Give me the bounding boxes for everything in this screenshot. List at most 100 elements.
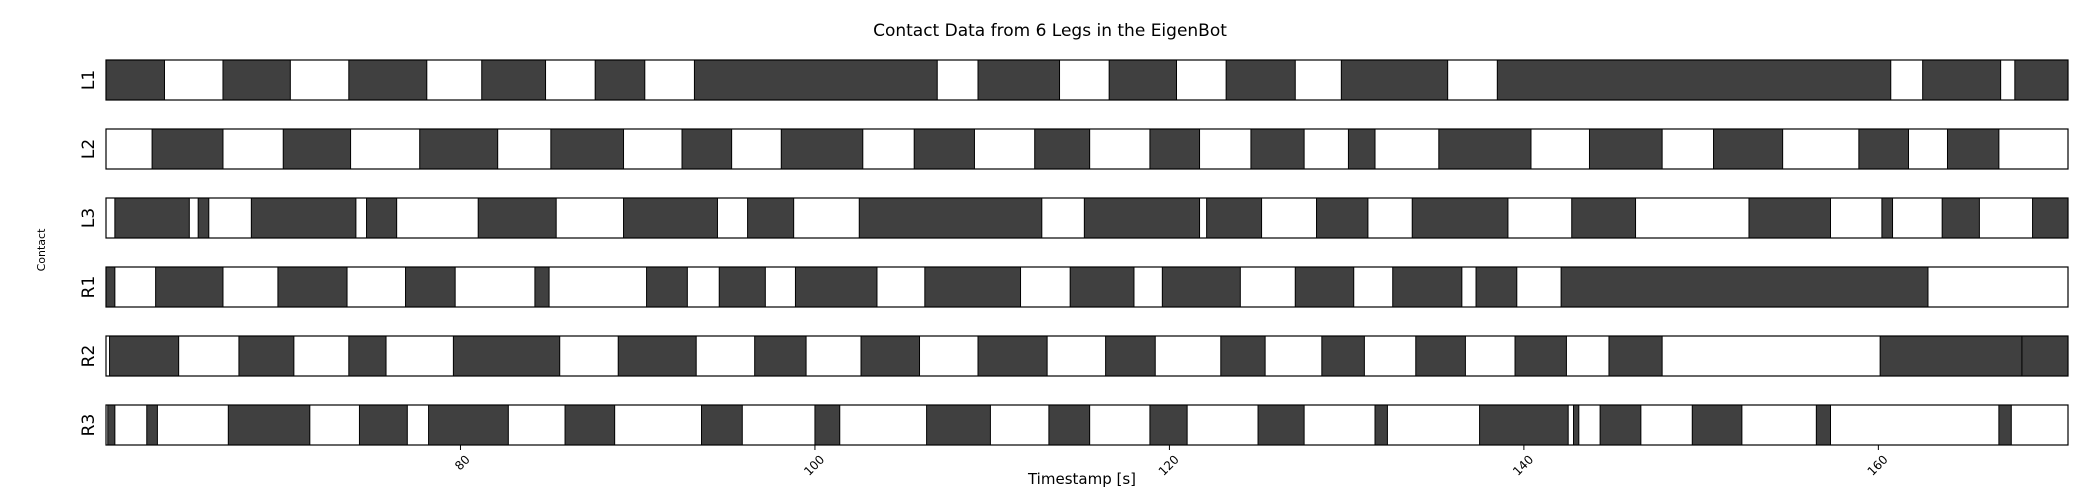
contact-segment [1438,128,1532,170]
contact-segment [1496,59,1892,101]
contact-segment [1340,59,1449,101]
contact-segment [534,266,550,308]
contact-segment [1879,335,2032,377]
contact-segment [924,266,1022,308]
contact-segment [977,59,1061,101]
contact-segment [1069,266,1135,308]
contact-segment [1881,197,1894,239]
contact-segment [107,404,116,446]
contact-segment [277,266,348,308]
contact-segment [151,128,224,170]
contact-segment [1858,128,1909,170]
contact-segment [1514,335,1567,377]
contact-segment [1479,404,1569,446]
contact-segment [701,404,743,446]
contact-segment [814,404,841,446]
contact-segment [250,197,357,239]
rows-layer: L1 L2 L3 R1 R2 R3 [79,59,2069,446]
x-tick-label: 80 [452,452,473,473]
contact-segment [1048,404,1091,446]
contact-segment [348,335,387,377]
contact-segment [913,128,975,170]
contact-segment [222,59,291,101]
contact-segment [1392,266,1463,308]
contact-segment [348,59,428,101]
contact-segment [1321,335,1365,377]
row-frame [105,59,2069,101]
contact-segment [419,128,499,170]
contact-segment [105,59,165,101]
row-label: L1 [79,70,99,90]
row-label: L2 [79,139,99,159]
row-frame [105,128,2069,170]
chart-title: Contact Data from 6 Legs in the EigenBot [873,21,1227,41]
contact-segment [105,266,116,308]
contact-segment [617,335,697,377]
contact-segment [1560,266,1929,308]
contact-segment [754,335,807,377]
row-r2: R2 [79,335,2069,377]
contact-segment [747,197,795,239]
contact-segment [1998,404,2012,446]
contact-segment [1815,404,1832,446]
x-tick-label: 100 [801,452,827,478]
contact-segment [1946,128,2000,170]
contact-segment [481,59,547,101]
row-background [106,336,2068,376]
contact-segment [1475,266,1518,308]
contact-segment [1588,128,1663,170]
contact-segment [282,128,352,170]
contact-segment [718,266,766,308]
contact-segment [681,128,733,170]
contact-segment [926,404,991,446]
contact-segment [646,266,688,308]
row-label: L3 [79,208,99,228]
x-axis-label: Timestamp [s] [1027,470,1136,488]
contact-segment [1599,404,1642,446]
contact-segment [2021,335,2069,377]
contact-segment [1941,197,1980,239]
contact-segment [1250,128,1305,170]
contact-segment [860,335,921,377]
row-label: R3 [79,414,99,437]
contact-segment [1922,59,2002,101]
x-tick-label: 120 [1156,452,1182,478]
contact-segment [1105,335,1156,377]
contact-segment [1573,404,1580,446]
y-axis-label: Contact [35,228,48,271]
contact-segment [858,197,1043,239]
contact-segment [1149,404,1188,446]
row-frame [105,266,2069,308]
contact-segment [366,197,398,239]
contact-segment [1374,404,1388,446]
x-ticks: 80 100 120 140 160 [452,445,1891,479]
contact-segment [405,266,456,308]
contact-segment [155,266,224,308]
contact-segment [197,197,210,239]
contact-segment [977,335,1048,377]
row-r3: R3 [79,404,2069,446]
contact-segment [477,197,557,239]
row-r1: R1 [79,266,2069,308]
contact-segment [428,404,509,446]
contact-segment [1225,59,1296,101]
contact-segment [564,404,616,446]
contact-segment [1571,197,1637,239]
row-label: R2 [79,345,99,368]
contact-segment [1691,404,1743,446]
contact-segment [693,59,938,101]
contact-segment [1108,59,1178,101]
row-frame [105,335,2069,377]
x-tick-label: 160 [1865,452,1891,478]
contact-segment [594,59,646,101]
contact-segment [550,128,625,170]
contact-segment [358,404,408,446]
contact-segment [1347,128,1376,170]
contact-segment [227,404,311,446]
contact-segment [1149,128,1201,170]
row-l1: L1 [79,59,2069,101]
contact-segment [146,404,158,446]
row-l3: L3 [79,197,2069,239]
contact-segment [1083,197,1201,239]
contact-segment [1415,335,1466,377]
